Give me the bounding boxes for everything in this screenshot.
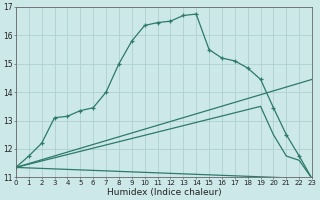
X-axis label: Humidex (Indice chaleur): Humidex (Indice chaleur) xyxy=(107,188,221,197)
